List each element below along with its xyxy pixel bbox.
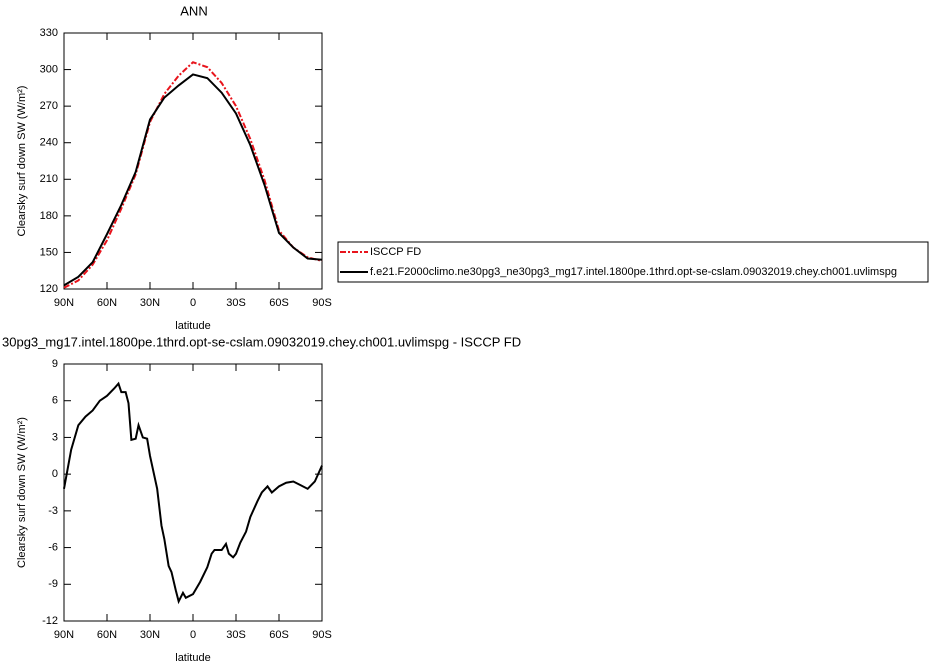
- x-tick-label: 90S: [312, 297, 332, 309]
- y-tick-label: 180: [40, 210, 58, 222]
- y-tick-label: 270: [40, 100, 58, 112]
- data-line: [63, 61, 323, 289]
- x-axis-label: latitude: [175, 320, 210, 332]
- y-tick-label: 210: [40, 173, 58, 185]
- data-line: [63, 73, 323, 287]
- y-tick-label: 300: [40, 63, 58, 75]
- data-line: [63, 381, 323, 605]
- x-tick-label: 60N: [97, 629, 117, 641]
- y-tick-label: -6: [48, 541, 58, 553]
- x-tick-label: 60N: [97, 297, 117, 309]
- x-tick-label: 60S: [269, 297, 289, 309]
- plot-frame: [63, 363, 323, 622]
- y-axis-label: Clearsky surf down SW (W/m²): [16, 86, 28, 237]
- plot-frame: [63, 32, 323, 290]
- x-tick-label: 30N: [140, 629, 160, 641]
- x-tick-label: 0: [190, 629, 196, 641]
- y-tick-label: 330: [40, 27, 58, 39]
- chart-title: 30pg3_mg17.intel.1800pe.1thrd.opt-se-csl…: [2, 334, 521, 349]
- y-tick-label: 150: [40, 246, 58, 258]
- x-tick-label: 90S: [312, 629, 332, 641]
- y-axis-label: Clearsky surf down SW (W/m²): [16, 417, 28, 568]
- y-tick-label: 6: [52, 395, 58, 407]
- legend-label: f.e21.F2000climo.ne30pg3_ne30pg3_mg17.in…: [370, 266, 897, 278]
- x-tick-label: 30S: [226, 297, 246, 309]
- x-tick-label: 60S: [269, 629, 289, 641]
- legend-label: ISCCP FD: [370, 246, 421, 258]
- x-axis-label: latitude: [175, 652, 210, 664]
- y-tick-label: 240: [40, 137, 58, 149]
- y-tick-label: -3: [48, 505, 58, 517]
- legend-frame: [337, 241, 929, 283]
- x-tick-label: 90N: [54, 297, 74, 309]
- y-tick-label: 9: [52, 358, 58, 370]
- x-tick-label: 90N: [54, 629, 74, 641]
- x-tick-label: 0: [190, 297, 196, 309]
- chart-title: ANN: [180, 3, 207, 18]
- x-tick-label: 30S: [226, 629, 246, 641]
- y-tick-label: 0: [52, 468, 58, 480]
- y-tick-label: -9: [48, 578, 58, 590]
- y-tick-label: 120: [40, 283, 58, 295]
- y-tick-label: -12: [42, 615, 58, 627]
- y-tick-label: 3: [52, 431, 58, 443]
- x-tick-label: 30N: [140, 297, 160, 309]
